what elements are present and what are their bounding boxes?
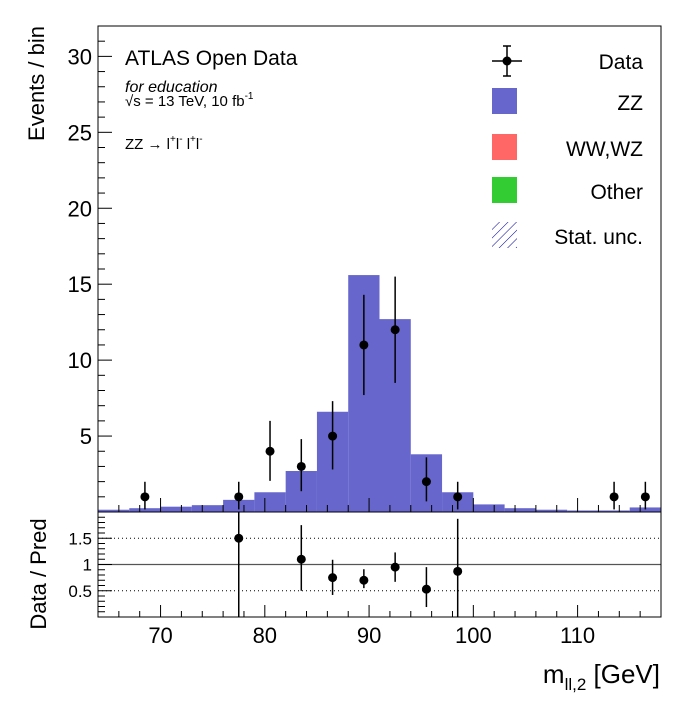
bar-zz-13 — [504, 508, 536, 512]
x-tick-label-110: 110 — [560, 623, 595, 648]
bar-zz-2 — [160, 506, 192, 512]
ratio-point-5 — [421, 584, 431, 594]
ratio-point-0 — [234, 533, 244, 543]
bar-zz-15 — [567, 510, 599, 512]
bar-zz-14 — [535, 509, 568, 512]
legend-label-data: Data — [599, 51, 644, 74]
ratio-plot-frame — [97, 511, 662, 618]
bar-zz-5 — [254, 492, 286, 512]
data-point-2 — [265, 446, 275, 456]
legend-label-zz: ZZ — [617, 92, 643, 115]
ratio-y-axis-label: Data / Pred — [26, 518, 51, 629]
bar-zz-1 — [129, 508, 161, 512]
main-plot-area: 5 10 15 20 25 30 — [68, 40, 662, 512]
ratio-plot-area: 0.5 1 1.5 70 80 90 100 110 — [68, 512, 662, 648]
x-tick-label-70: 70 — [148, 623, 172, 648]
ratio-y-tick-label-0.5: 0.5 — [68, 582, 92, 601]
bar-zz-12 — [473, 504, 505, 512]
x-axis-label: mll,2 [GeV] — [543, 659, 660, 694]
bar-zz-3 — [191, 505, 224, 512]
education-label: for education — [125, 79, 218, 96]
data-point-9 — [609, 492, 619, 502]
y-tick-label-25: 25 — [68, 120, 92, 145]
x-tick-label-90: 90 — [357, 623, 381, 648]
x-tick-label-100: 100 — [455, 623, 492, 648]
ratio-point-2 — [328, 573, 338, 583]
y-tick-label-30: 30 — [68, 44, 92, 69]
data-point-4 — [328, 431, 338, 441]
data-point-6 — [390, 325, 400, 335]
energy-label: √s = 13 TeV, 10 fb-1 — [125, 91, 254, 110]
y-tick-label-15: 15 — [68, 272, 92, 297]
ratio-point-1 — [296, 554, 306, 564]
y-tick-label-20: 20 — [68, 196, 92, 221]
data-point-1 — [234, 492, 244, 502]
y-tick-label-10: 10 — [68, 348, 92, 373]
bar-zz-17 — [629, 507, 661, 512]
legend-label-wwwz: WW,WZ — [566, 138, 643, 161]
data-point-5 — [359, 340, 369, 350]
y-axis-label: Events / bin — [24, 26, 49, 141]
legend-swatch-wwwz — [492, 134, 517, 160]
ratio-y-tick-label-1.5: 1.5 — [68, 529, 92, 548]
legend-swatch-stat-unc — [492, 222, 517, 248]
x-tick-label-80: 80 — [253, 623, 277, 648]
legend: Data ZZ WW,WZ Other Stat. unc. — [492, 45, 644, 249]
legend-label-stat-unc: Stat. unc. — [554, 226, 643, 249]
data-point-0 — [140, 492, 150, 502]
bar-zz-16 — [598, 510, 630, 512]
legend-data-marker — [492, 45, 522, 77]
ratio-y-tick-label-1: 1 — [83, 556, 92, 575]
bar-zz-0 — [98, 509, 130, 512]
data-point-8 — [453, 492, 463, 502]
data-point-3 — [296, 461, 306, 471]
legend-label-other: Other — [590, 181, 643, 204]
data-point-7 — [421, 477, 431, 487]
legend-swatch-zz — [492, 88, 517, 114]
ratio-point-4 — [390, 562, 400, 572]
ratio-point-3 — [359, 575, 369, 585]
atlas-title: ATLAS Open Data — [125, 47, 298, 70]
process-label: ZZ → l+l- l+l- — [125, 134, 203, 153]
legend-swatch-other — [492, 177, 517, 203]
y-tick-label-5: 5 — [80, 424, 92, 449]
data-point-10 — [640, 492, 650, 502]
ratio-point-6 — [453, 566, 463, 576]
